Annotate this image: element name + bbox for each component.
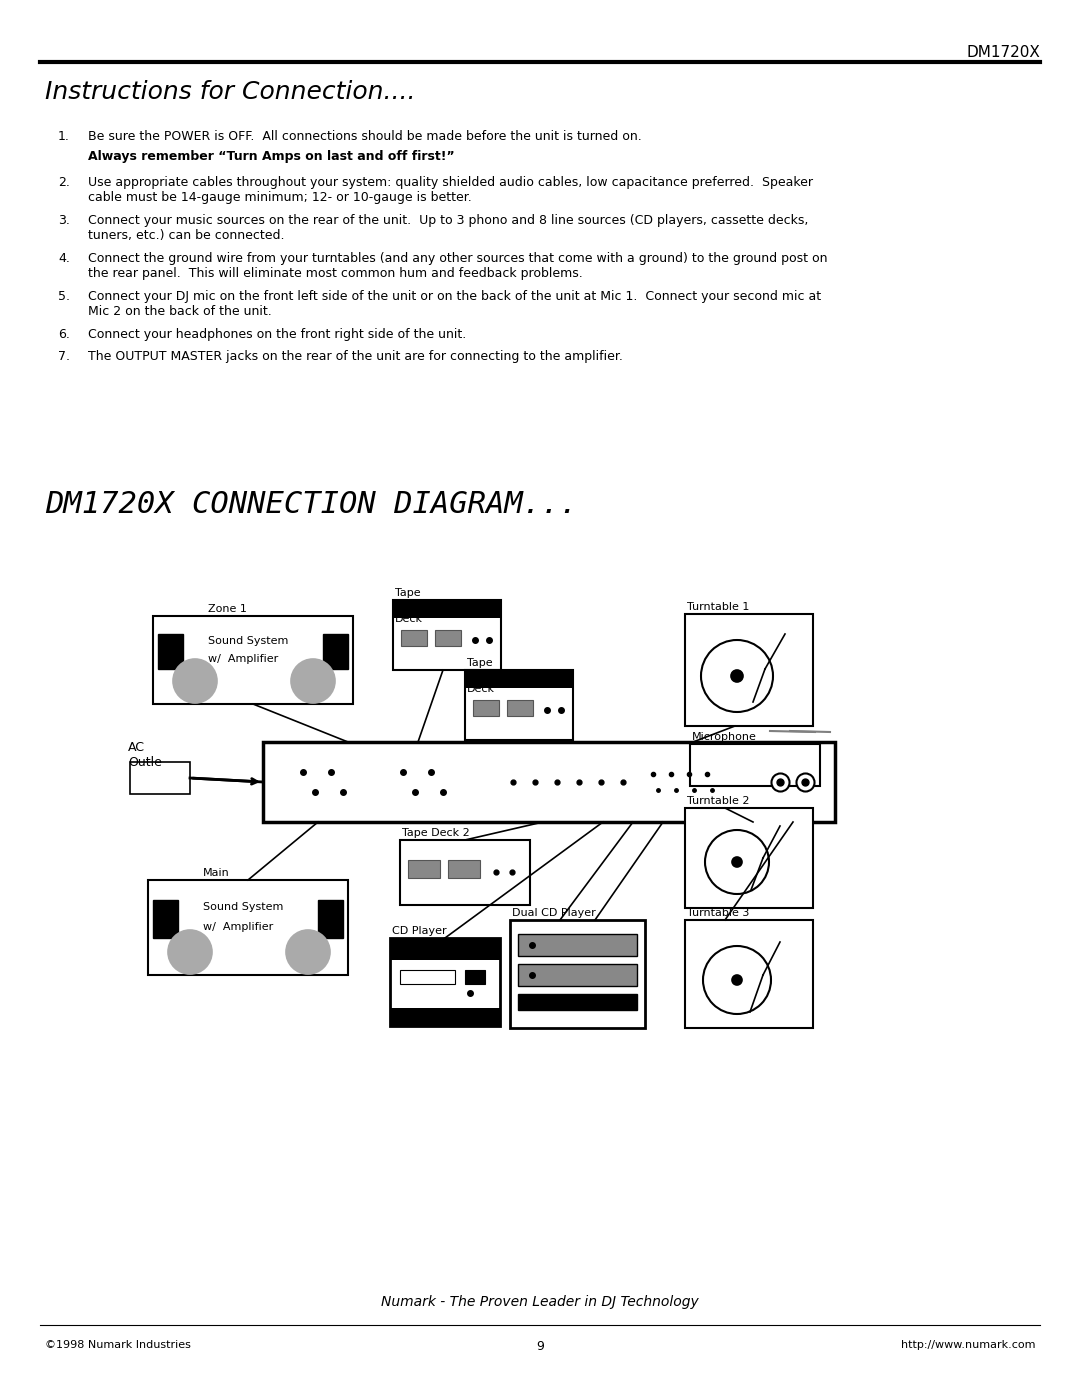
Text: ©1998 Numark Industries: ©1998 Numark Industries (45, 1340, 191, 1350)
Text: Connect your DJ mic on the front left side of the unit or on the back of the uni: Connect your DJ mic on the front left si… (87, 291, 821, 319)
Bar (153, 616, 353, 704)
Bar (130, 761, 190, 793)
Text: DM1720X CONNECTION DIAGRAM...: DM1720X CONNECTION DIAGRAM... (45, 490, 578, 520)
Bar (685, 921, 813, 1028)
Bar (518, 964, 637, 986)
Circle shape (731, 671, 743, 682)
Circle shape (732, 975, 742, 985)
Circle shape (173, 659, 217, 703)
Bar (393, 599, 501, 617)
Text: Tape: Tape (467, 658, 492, 668)
Text: Sound System: Sound System (203, 902, 283, 912)
Bar (148, 880, 348, 975)
Circle shape (732, 856, 742, 868)
Text: Deck: Deck (395, 615, 423, 624)
Text: 3.: 3. (58, 214, 70, 226)
Text: Be sure the POWER is OFF.  All connections should be made before the unit is tur: Be sure the POWER is OFF. All connection… (87, 130, 642, 142)
Text: http://www.numark.com: http://www.numark.com (901, 1340, 1035, 1350)
Bar (685, 615, 813, 726)
Bar (390, 937, 500, 1025)
Bar (390, 1009, 500, 1025)
Bar (435, 630, 461, 645)
Bar (158, 634, 183, 669)
Text: Tape Deck 2: Tape Deck 2 (402, 828, 470, 838)
Text: w/  Amplifier: w/ Amplifier (208, 654, 279, 664)
Text: 6.: 6. (58, 328, 70, 341)
Bar (264, 742, 835, 821)
Bar (318, 900, 343, 937)
Bar (400, 970, 455, 983)
Text: 7.: 7. (58, 351, 70, 363)
Bar (465, 671, 573, 740)
Text: Instructions for Connection....: Instructions for Connection.... (45, 80, 416, 103)
Bar (465, 970, 485, 983)
Bar (510, 921, 645, 1028)
Circle shape (286, 930, 330, 974)
Bar (690, 745, 820, 787)
Bar (153, 900, 178, 937)
Text: 4.: 4. (58, 251, 70, 265)
Bar (465, 671, 573, 687)
Text: Dual CD Player: Dual CD Player (512, 908, 596, 918)
Text: Zone 1: Zone 1 (208, 604, 247, 615)
Text: Use appropriate cables throughout your system: quality shielded audio cables, lo: Use appropriate cables throughout your s… (87, 176, 813, 204)
Text: 5.: 5. (58, 291, 70, 303)
Text: Tape: Tape (395, 588, 420, 598)
Text: Sound System: Sound System (208, 636, 288, 645)
Bar (518, 935, 637, 956)
Text: DM1720X: DM1720X (967, 45, 1040, 60)
Text: Always remember “Turn Amps on last and off first!”: Always remember “Turn Amps on last and o… (87, 149, 455, 163)
Text: Numark - The Proven Leader in DJ Technology: Numark - The Proven Leader in DJ Technol… (381, 1295, 699, 1309)
Text: Connect your headphones on the front right side of the unit.: Connect your headphones on the front rig… (87, 328, 467, 341)
Bar (685, 807, 813, 908)
Text: AC
Outle: AC Outle (129, 740, 162, 768)
Bar (400, 840, 530, 905)
Bar (518, 995, 637, 1010)
Bar (390, 937, 500, 960)
Text: Microphone: Microphone (692, 732, 757, 742)
Bar (393, 599, 501, 671)
Bar (408, 861, 440, 877)
Text: Main: Main (203, 868, 230, 877)
Bar (473, 700, 499, 717)
Text: 1.: 1. (58, 130, 70, 142)
Bar (323, 634, 348, 669)
Text: 2.: 2. (58, 176, 70, 189)
Text: 9: 9 (536, 1340, 544, 1354)
Circle shape (291, 659, 335, 703)
Circle shape (168, 930, 212, 974)
Bar (507, 700, 534, 717)
Text: w/  Amplifier: w/ Amplifier (203, 922, 273, 932)
Text: The OUTPUT MASTER jacks on the rear of the unit are for connecting to the amplif: The OUTPUT MASTER jacks on the rear of t… (87, 351, 623, 363)
Text: Turntable 1: Turntable 1 (687, 602, 750, 612)
Text: Turntable 3: Turntable 3 (687, 908, 750, 918)
Bar (401, 630, 427, 645)
Bar (448, 861, 480, 877)
Text: CD Player: CD Player (392, 926, 447, 936)
Text: Connect your music sources on the rear of the unit.  Up to 3 phono and 8 line so: Connect your music sources on the rear o… (87, 214, 808, 242)
Text: Turntable 2: Turntable 2 (687, 796, 750, 806)
Text: Deck: Deck (467, 685, 495, 694)
Text: Connect the ground wire from your turntables (and any other sources that come wi: Connect the ground wire from your turnta… (87, 251, 827, 279)
